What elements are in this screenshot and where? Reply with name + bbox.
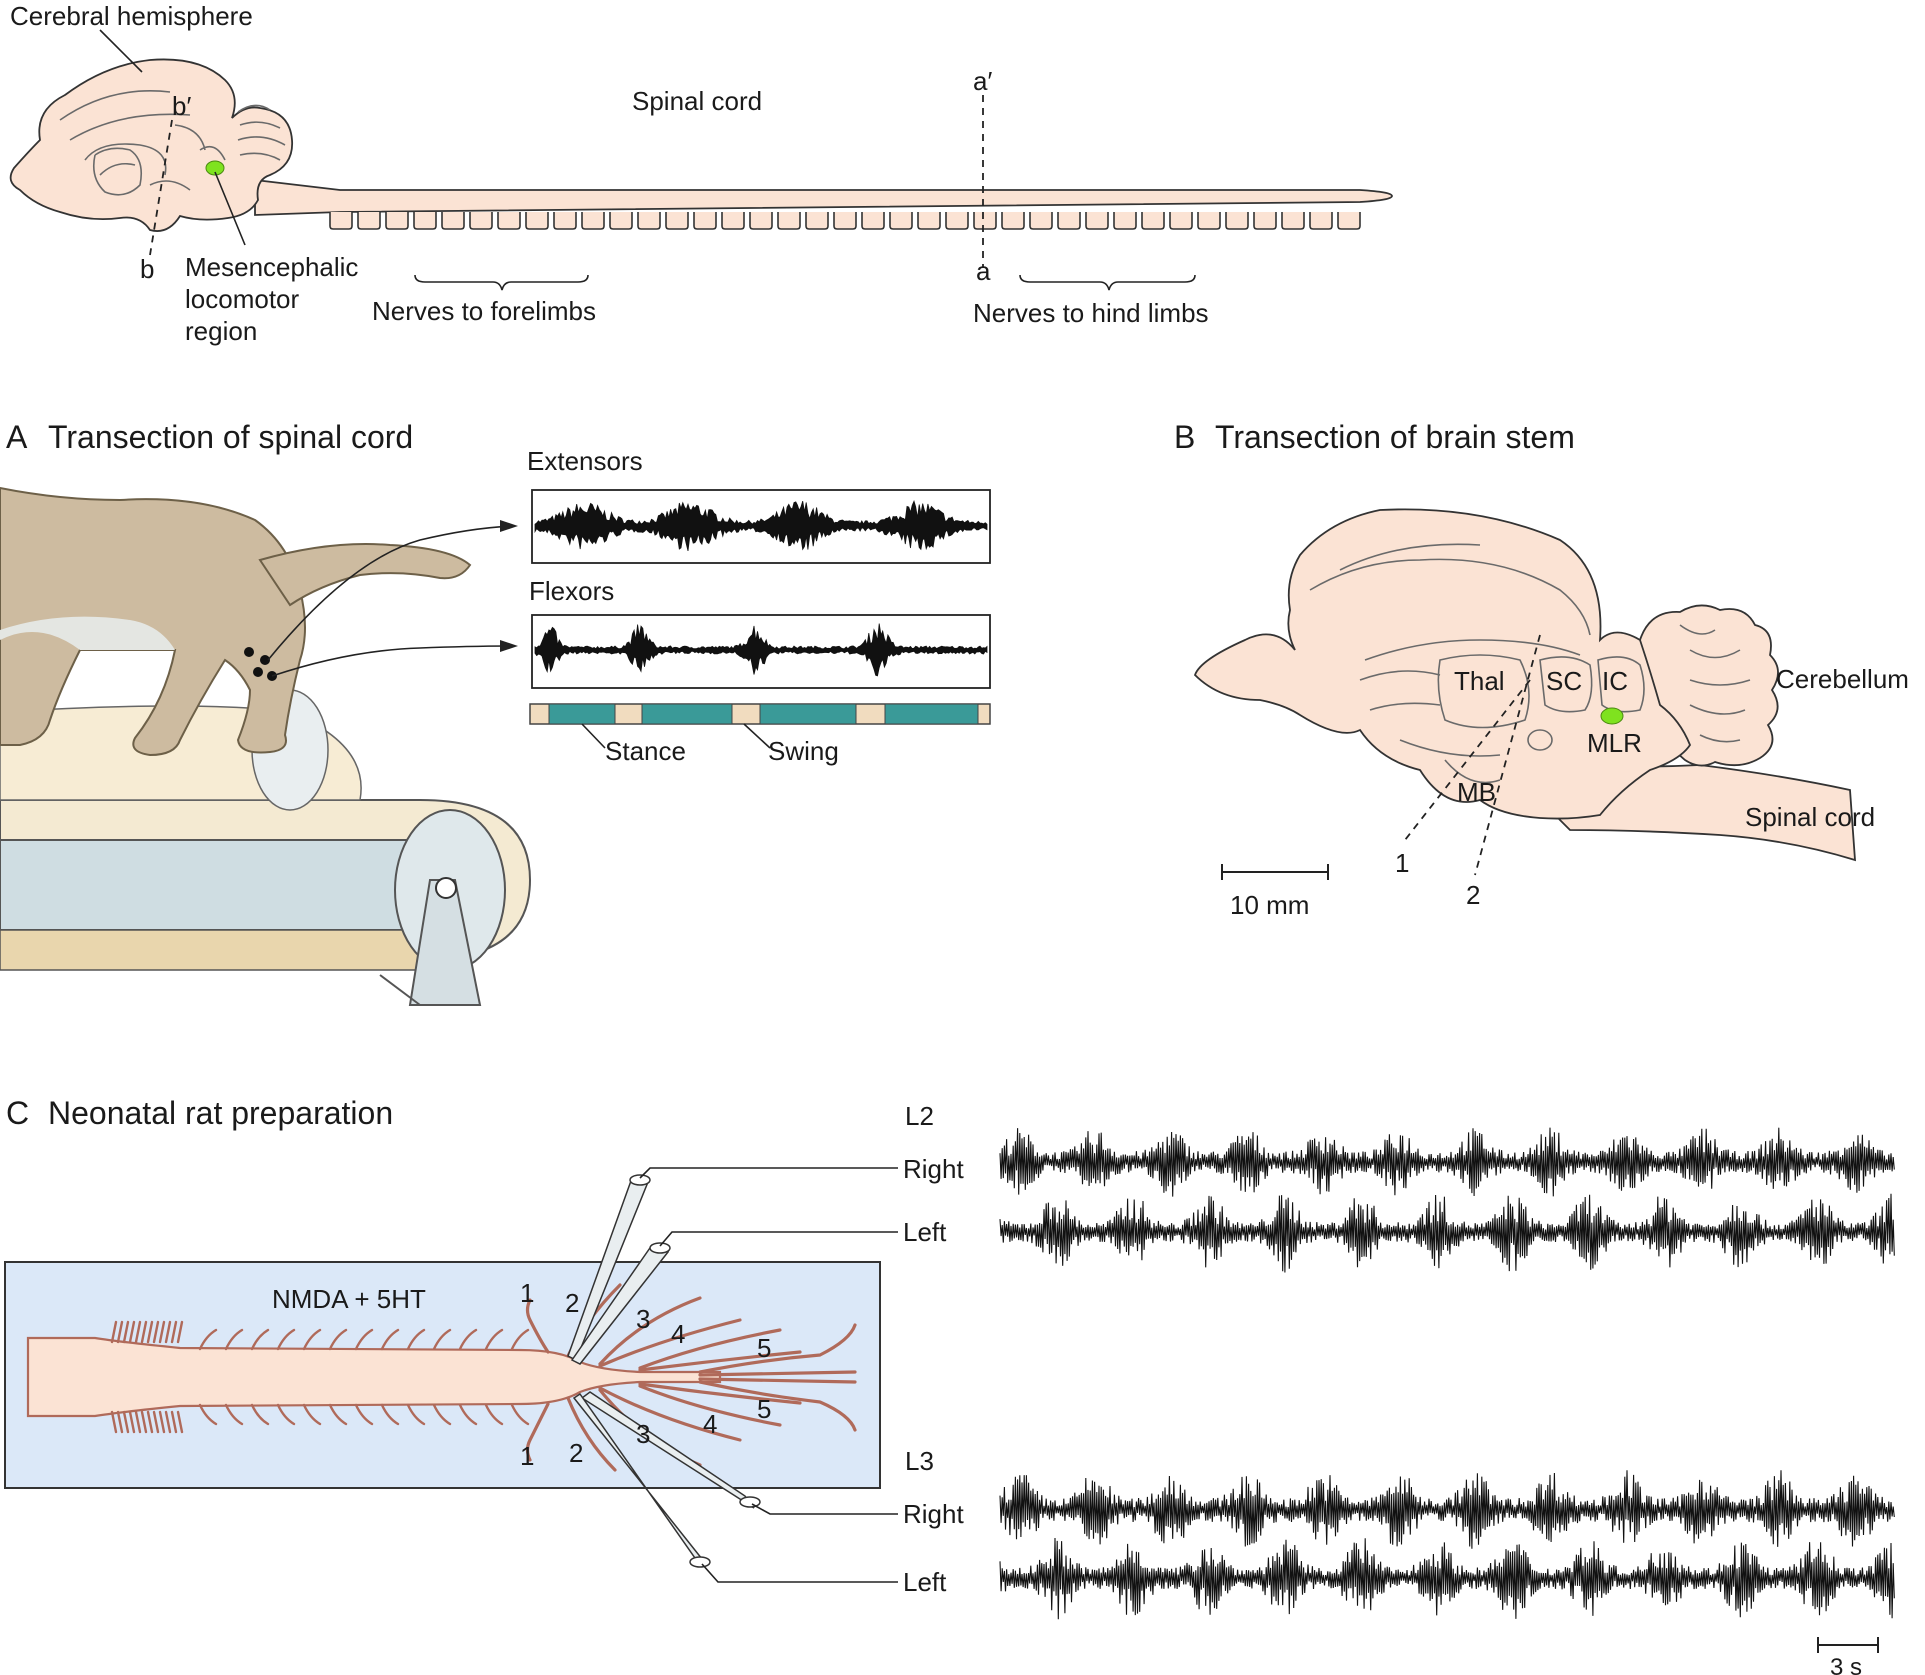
extensors-label: Extensors: [527, 446, 643, 476]
spinal-roots: [329, 212, 1361, 230]
mlr-abbrev-label: MLR: [1587, 728, 1642, 758]
scale-10mm-label: 10 mm: [1230, 890, 1309, 920]
stance-label: Stance: [605, 736, 686, 766]
nerves-forelimbs-label: Nerves to forelimbs: [372, 296, 596, 326]
l2-right-trace: [999, 1127, 1895, 1197]
panel-a: A Transection of spinal cord: [0, 419, 991, 1006]
cerebellum-label: Cerebellum: [1776, 664, 1909, 694]
mlr-label-line1: Mesencephalic: [185, 252, 358, 282]
brainstem-mlr-marker: [1600, 707, 1624, 725]
panel-a-letter: A: [6, 419, 28, 455]
panel-b-letter: B: [1174, 419, 1195, 455]
root-5-lower: 5: [757, 1394, 771, 1424]
panel-b: B Transection of brain stem Thal SC IC C…: [1174, 419, 1909, 920]
l3-right-label: Right: [903, 1499, 964, 1529]
lumbar-roots: [525, 1283, 857, 1472]
spinal-cord-shape: [254, 178, 1393, 216]
l3-left-trace: [999, 1537, 1895, 1620]
brainstem-spinal-cord-label: Spinal cord: [1745, 802, 1875, 832]
panel-c-letter: C: [6, 1095, 29, 1131]
suction-electrodes: [567, 1174, 761, 1568]
l3-left-label: Left: [903, 1567, 947, 1597]
cat-cns-diagram: Cerebral hemisphere Spinal cord b′ b a′ …: [9, 1, 1393, 346]
root-2-lower: 2: [569, 1438, 583, 1468]
rat-ventral-roots: [110, 1320, 530, 1434]
scale-3s-label: 3 s: [1830, 1654, 1862, 1675]
panel-c: C Neonatal rat preparation NMDA + 5HT: [4, 1095, 1895, 1675]
a-label: a: [976, 256, 991, 286]
panel-a-title: Transection of spinal cord: [48, 419, 413, 455]
root-4-lower: 4: [703, 1409, 717, 1439]
sagittal-brain-shape: [1193, 508, 1692, 820]
root-3-upper: 3: [636, 1304, 650, 1334]
cat-hindquarters: [0, 486, 472, 757]
root-1-upper: 1: [520, 1278, 534, 1308]
root-5-upper: 5: [757, 1333, 771, 1363]
l2-left-label: Left: [903, 1217, 947, 1247]
root-3-lower: 3: [636, 1419, 650, 1449]
l2-left-trace: [999, 1193, 1895, 1273]
mlr-marker: [205, 160, 225, 176]
b-prime-label: b′: [172, 91, 191, 121]
panel-b-title: Transection of brain stem: [1215, 419, 1575, 455]
ic-label: IC: [1602, 666, 1628, 696]
a-prime-label: a′: [973, 66, 992, 96]
stance-swing-bar: [529, 703, 991, 725]
thal-label: Thal: [1454, 666, 1505, 696]
bath-label: NMDA + 5HT: [272, 1284, 426, 1314]
flexors-emg-trace: [534, 623, 988, 677]
root-4-upper: 4: [671, 1319, 685, 1349]
cat-brain-shape: [9, 58, 293, 232]
sc-label: SC: [1546, 666, 1582, 696]
cut-2-label: 2: [1466, 880, 1480, 910]
panel-c-title: Neonatal rat preparation: [48, 1095, 393, 1131]
root-1-lower: 1: [520, 1441, 534, 1471]
cerebral-hemisphere-label: Cerebral hemisphere: [10, 1, 253, 31]
l3-label: L3: [905, 1446, 934, 1476]
swing-label: Swing: [768, 736, 839, 766]
b-label: b: [140, 254, 154, 284]
cut-1-label: 1: [1395, 848, 1409, 878]
rat-spinal-cord: [26, 1336, 722, 1418]
mlr-label-line3: region: [185, 316, 257, 346]
root-2-upper: 2: [565, 1288, 579, 1318]
mlr-label-line2: locomotor: [185, 284, 299, 314]
l2-right-label: Right: [903, 1154, 964, 1184]
mb-label: MB: [1457, 777, 1496, 807]
nerves-hindlimbs-label: Nerves to hind limbs: [973, 298, 1209, 328]
flexors-label: Flexors: [529, 576, 614, 606]
l3-right-trace: [999, 1470, 1895, 1549]
treadmill: [0, 689, 532, 1006]
l2-label: L2: [905, 1101, 934, 1131]
spinal-cord-label: Spinal cord: [632, 86, 762, 116]
extensors-emg-trace: [534, 500, 988, 551]
